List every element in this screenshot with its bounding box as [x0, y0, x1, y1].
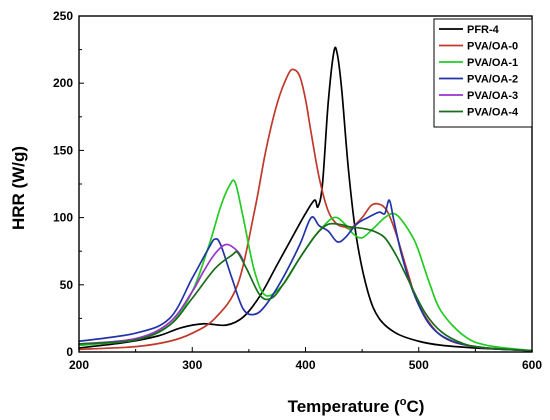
series-line-3 [78, 179, 533, 352]
y-tick-label: 150 [53, 143, 73, 157]
tick-labels: 200 300 400 500 600 0 50 100 150 200 250 [53, 9, 542, 372]
y-tick-label: 100 [53, 211, 73, 225]
legend-label: PVA/OA-1 [467, 57, 518, 69]
legend-label: PFR-4 [467, 24, 500, 36]
x-tick-label: 200 [69, 358, 89, 372]
series-layer [78, 46, 533, 352]
x-tick-label: 500 [409, 358, 429, 372]
series-line-5 [78, 243, 245, 345]
legend: PFR-4 PVA/OA-0 PVA/OA-1 PVA/OA-2 PVA/OA-3 PVA… [433, 18, 533, 128]
legend-label: PVA/OA-2 [467, 74, 518, 86]
series-line-6 [78, 222, 533, 352]
x-axis-title-degree: o [400, 396, 407, 408]
x-tick-label: 300 [182, 358, 202, 372]
series-line-4 [78, 199, 533, 352]
legend-label: PVA/OA-4 [467, 107, 519, 119]
x-axis-title: Temperature (oC) [288, 396, 425, 416]
plot-frame [78, 15, 533, 353]
y-tick-label: 200 [53, 76, 73, 90]
series-line-1 [78, 46, 533, 352]
y-tick-label: 250 [53, 9, 73, 23]
y-tick-label: 0 [66, 345, 73, 359]
legend-label: PVA/OA-3 [467, 90, 518, 102]
x-tick-label: 600 [522, 358, 542, 372]
x-tick-label: 400 [295, 358, 315, 372]
legend-box [433, 18, 533, 128]
y-tick-label: 50 [60, 278, 74, 292]
legend-label: PVA/OA-0 [467, 41, 518, 53]
y-axis-title: HRR (W/g) [9, 146, 28, 230]
